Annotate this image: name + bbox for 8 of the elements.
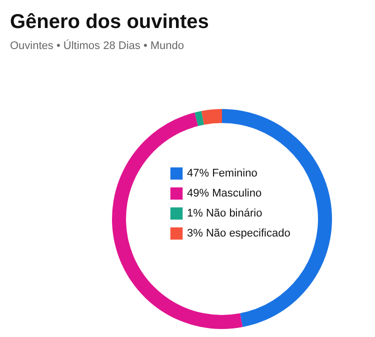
donut-slice xyxy=(194,110,204,126)
chart-title: Gênero dos ouvintes xyxy=(10,11,209,33)
legend-label: 47% Feminino xyxy=(187,168,258,180)
donut-slice xyxy=(201,109,222,125)
chart-subtitle: Ouvintes • Últimos 28 Dias • Mundo xyxy=(10,39,184,52)
legend-label: 1% Não binário xyxy=(187,208,262,220)
legend-label: 49% Masculino xyxy=(187,188,262,200)
legend-label: 3% Não especificado xyxy=(187,228,290,240)
